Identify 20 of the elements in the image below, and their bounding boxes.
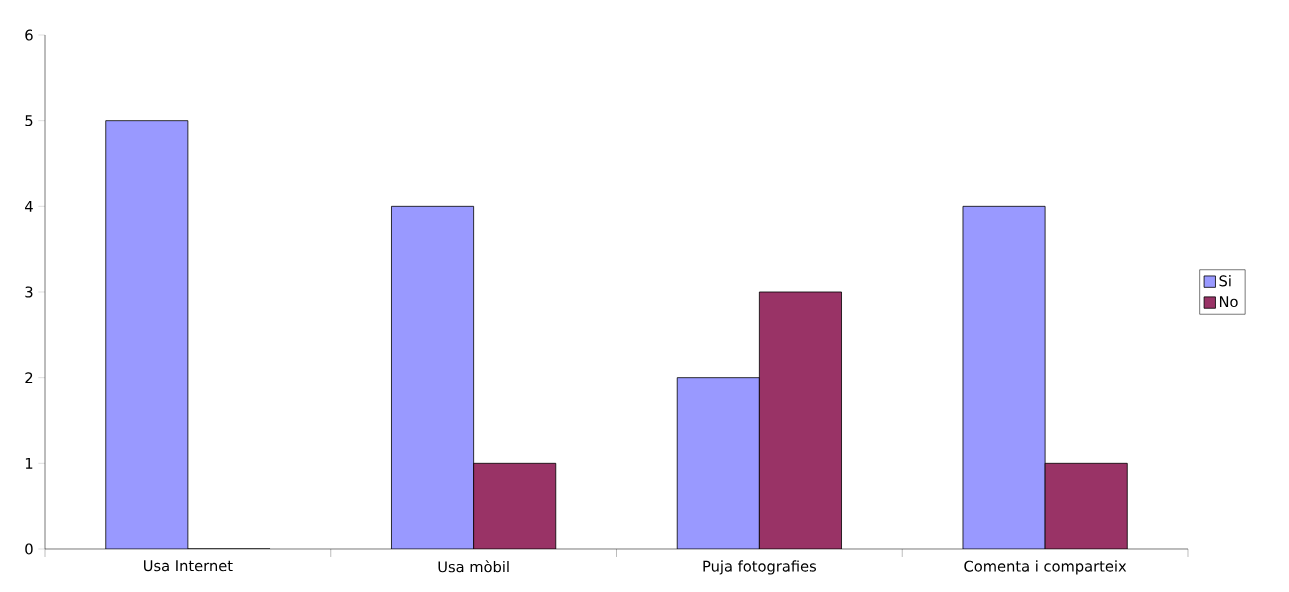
x-tick-label: Usa Internet — [144, 560, 233, 572]
y-tick-label: 5 — [25, 115, 33, 127]
y-tick-label: 6 — [25, 29, 33, 41]
legend-label: No — [1219, 296, 1238, 308]
x-tick-label: Puja fotografies — [703, 560, 817, 575]
bar — [105, 120, 189, 549]
bar — [391, 205, 475, 549]
bar — [676, 377, 760, 549]
x-tick-label: Comenta i comparteix — [964, 560, 1127, 575]
y-tick-label: 2 — [25, 372, 33, 384]
bar — [1044, 462, 1128, 549]
legend-label: Si — [1219, 275, 1231, 287]
x-tick-label: Usa mòbil — [438, 560, 509, 573]
y-tick-label: 4 — [25, 200, 33, 212]
y-tick-label: 1 — [25, 457, 33, 469]
bar — [758, 291, 842, 549]
y-tick-label: 3 — [25, 286, 33, 298]
bar — [473, 462, 557, 549]
bar — [962, 205, 1046, 549]
y-tick-label: 0 — [25, 543, 33, 555]
